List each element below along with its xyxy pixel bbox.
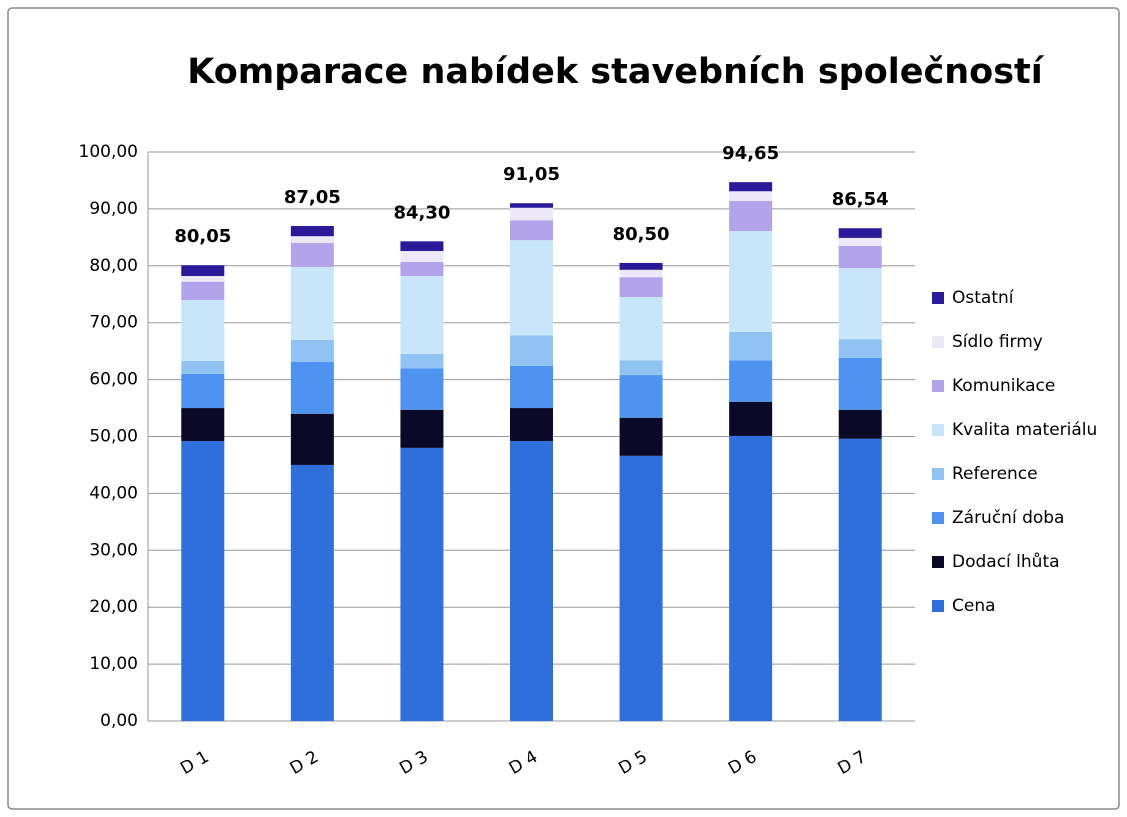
bar-segment: [400, 447, 444, 721]
bar-segment: [619, 277, 663, 298]
bar-segment: [181, 373, 225, 409]
bar-segment: [838, 357, 882, 410]
total-label: 80,50: [613, 224, 670, 245]
bar-segment: [290, 464, 334, 721]
legend-swatch: [932, 424, 944, 436]
bar-segment: [619, 297, 663, 361]
legend-swatch: [932, 556, 944, 568]
bar-segment: [290, 339, 334, 362]
legend-swatch: [932, 336, 944, 348]
legend-label: Záruční doba: [952, 508, 1064, 528]
legend-label: Cena: [952, 596, 996, 616]
bar-segment: [290, 243, 334, 267]
y-tick-label: 100,00: [79, 142, 138, 162]
legend-swatch: [932, 600, 944, 612]
bar-segment: [838, 409, 882, 439]
legend-label: Reference: [952, 464, 1038, 484]
bar-segment: [290, 236, 334, 244]
y-tick-label: 70,00: [89, 313, 138, 333]
total-label: 80,05: [174, 226, 231, 247]
legend-swatch: [932, 292, 944, 304]
bar-segment: [181, 276, 225, 282]
bar-segment: [181, 408, 225, 442]
total-label: 94,65: [722, 143, 779, 164]
y-tick-label: 40,00: [89, 483, 138, 503]
legend-label: Komunikace: [952, 376, 1055, 396]
bar-segment: [729, 200, 773, 232]
bar-segment: [838, 237, 882, 246]
bar-segment: [838, 228, 882, 238]
total-label: 86,54: [832, 189, 889, 210]
bar-segment: [729, 191, 773, 201]
bar-segment: [619, 375, 663, 418]
bar-segment: [729, 360, 773, 402]
total-label: 84,30: [393, 202, 450, 223]
bar-segment: [619, 455, 663, 721]
y-tick-label: 90,00: [89, 199, 138, 219]
legend-swatch: [932, 512, 944, 524]
bar-segment: [290, 266, 334, 340]
bar-segment: [729, 182, 773, 192]
y-tick-label: 0,00: [100, 711, 138, 731]
bar-segment: [181, 281, 225, 300]
y-tick-label: 50,00: [89, 427, 138, 447]
bar-segment: [181, 441, 225, 721]
bar-segment: [400, 261, 444, 277]
chart-border: [7, 7, 1120, 810]
y-tick-label: 60,00: [89, 370, 138, 390]
bar-segment: [181, 265, 225, 277]
bar-segment: [510, 240, 553, 336]
bar-segment: [729, 331, 773, 361]
bar-segment: [510, 203, 553, 208]
bar-segment: [729, 401, 773, 436]
bar-segment: [838, 245, 882, 269]
bar-segment: [290, 361, 334, 414]
y-tick-label: 10,00: [89, 654, 138, 674]
bar-segment: [400, 241, 444, 252]
legend-label: Sídlo firmy: [952, 332, 1043, 352]
bar-segment: [510, 365, 553, 409]
bar-segment: [619, 262, 663, 270]
bar-segment: [400, 251, 444, 262]
legend-swatch: [932, 468, 944, 480]
bar-segment: [510, 335, 553, 366]
bar-segment: [838, 339, 882, 358]
total-label: 91,05: [503, 164, 560, 185]
bar-segment: [181, 360, 225, 374]
total-label: 87,05: [284, 187, 341, 208]
y-tick-label: 20,00: [89, 597, 138, 617]
bar-segment: [290, 413, 334, 465]
bar-segment: [400, 276, 444, 354]
legend-label: Dodací lhůta: [952, 552, 1060, 572]
legend-label: Ostatní: [952, 288, 1015, 308]
bar-segment: [510, 408, 553, 442]
legend-label: Kvalita materiálu: [952, 420, 1097, 440]
y-tick-label: 80,00: [89, 256, 138, 276]
bar-segment: [400, 409, 444, 448]
bar-segment: [400, 353, 444, 369]
bar-segment: [619, 269, 663, 278]
bar-segment: [510, 441, 553, 721]
bar-segment: [838, 268, 882, 340]
bar-segment: [619, 360, 663, 376]
chart-title: Komparace nabídek stavebních společností: [187, 52, 1045, 92]
bar-segment: [838, 438, 882, 721]
bar-segment: [510, 207, 553, 221]
bar-segment: [510, 220, 553, 241]
bar-segment: [400, 368, 444, 410]
bar-segment: [619, 417, 663, 456]
bar-segment: [729, 435, 773, 721]
bar-segment: [290, 225, 334, 237]
bar-segment: [729, 231, 773, 332]
legend-swatch: [932, 380, 944, 392]
bar-segment: [181, 299, 225, 361]
y-tick-label: 30,00: [89, 540, 138, 560]
